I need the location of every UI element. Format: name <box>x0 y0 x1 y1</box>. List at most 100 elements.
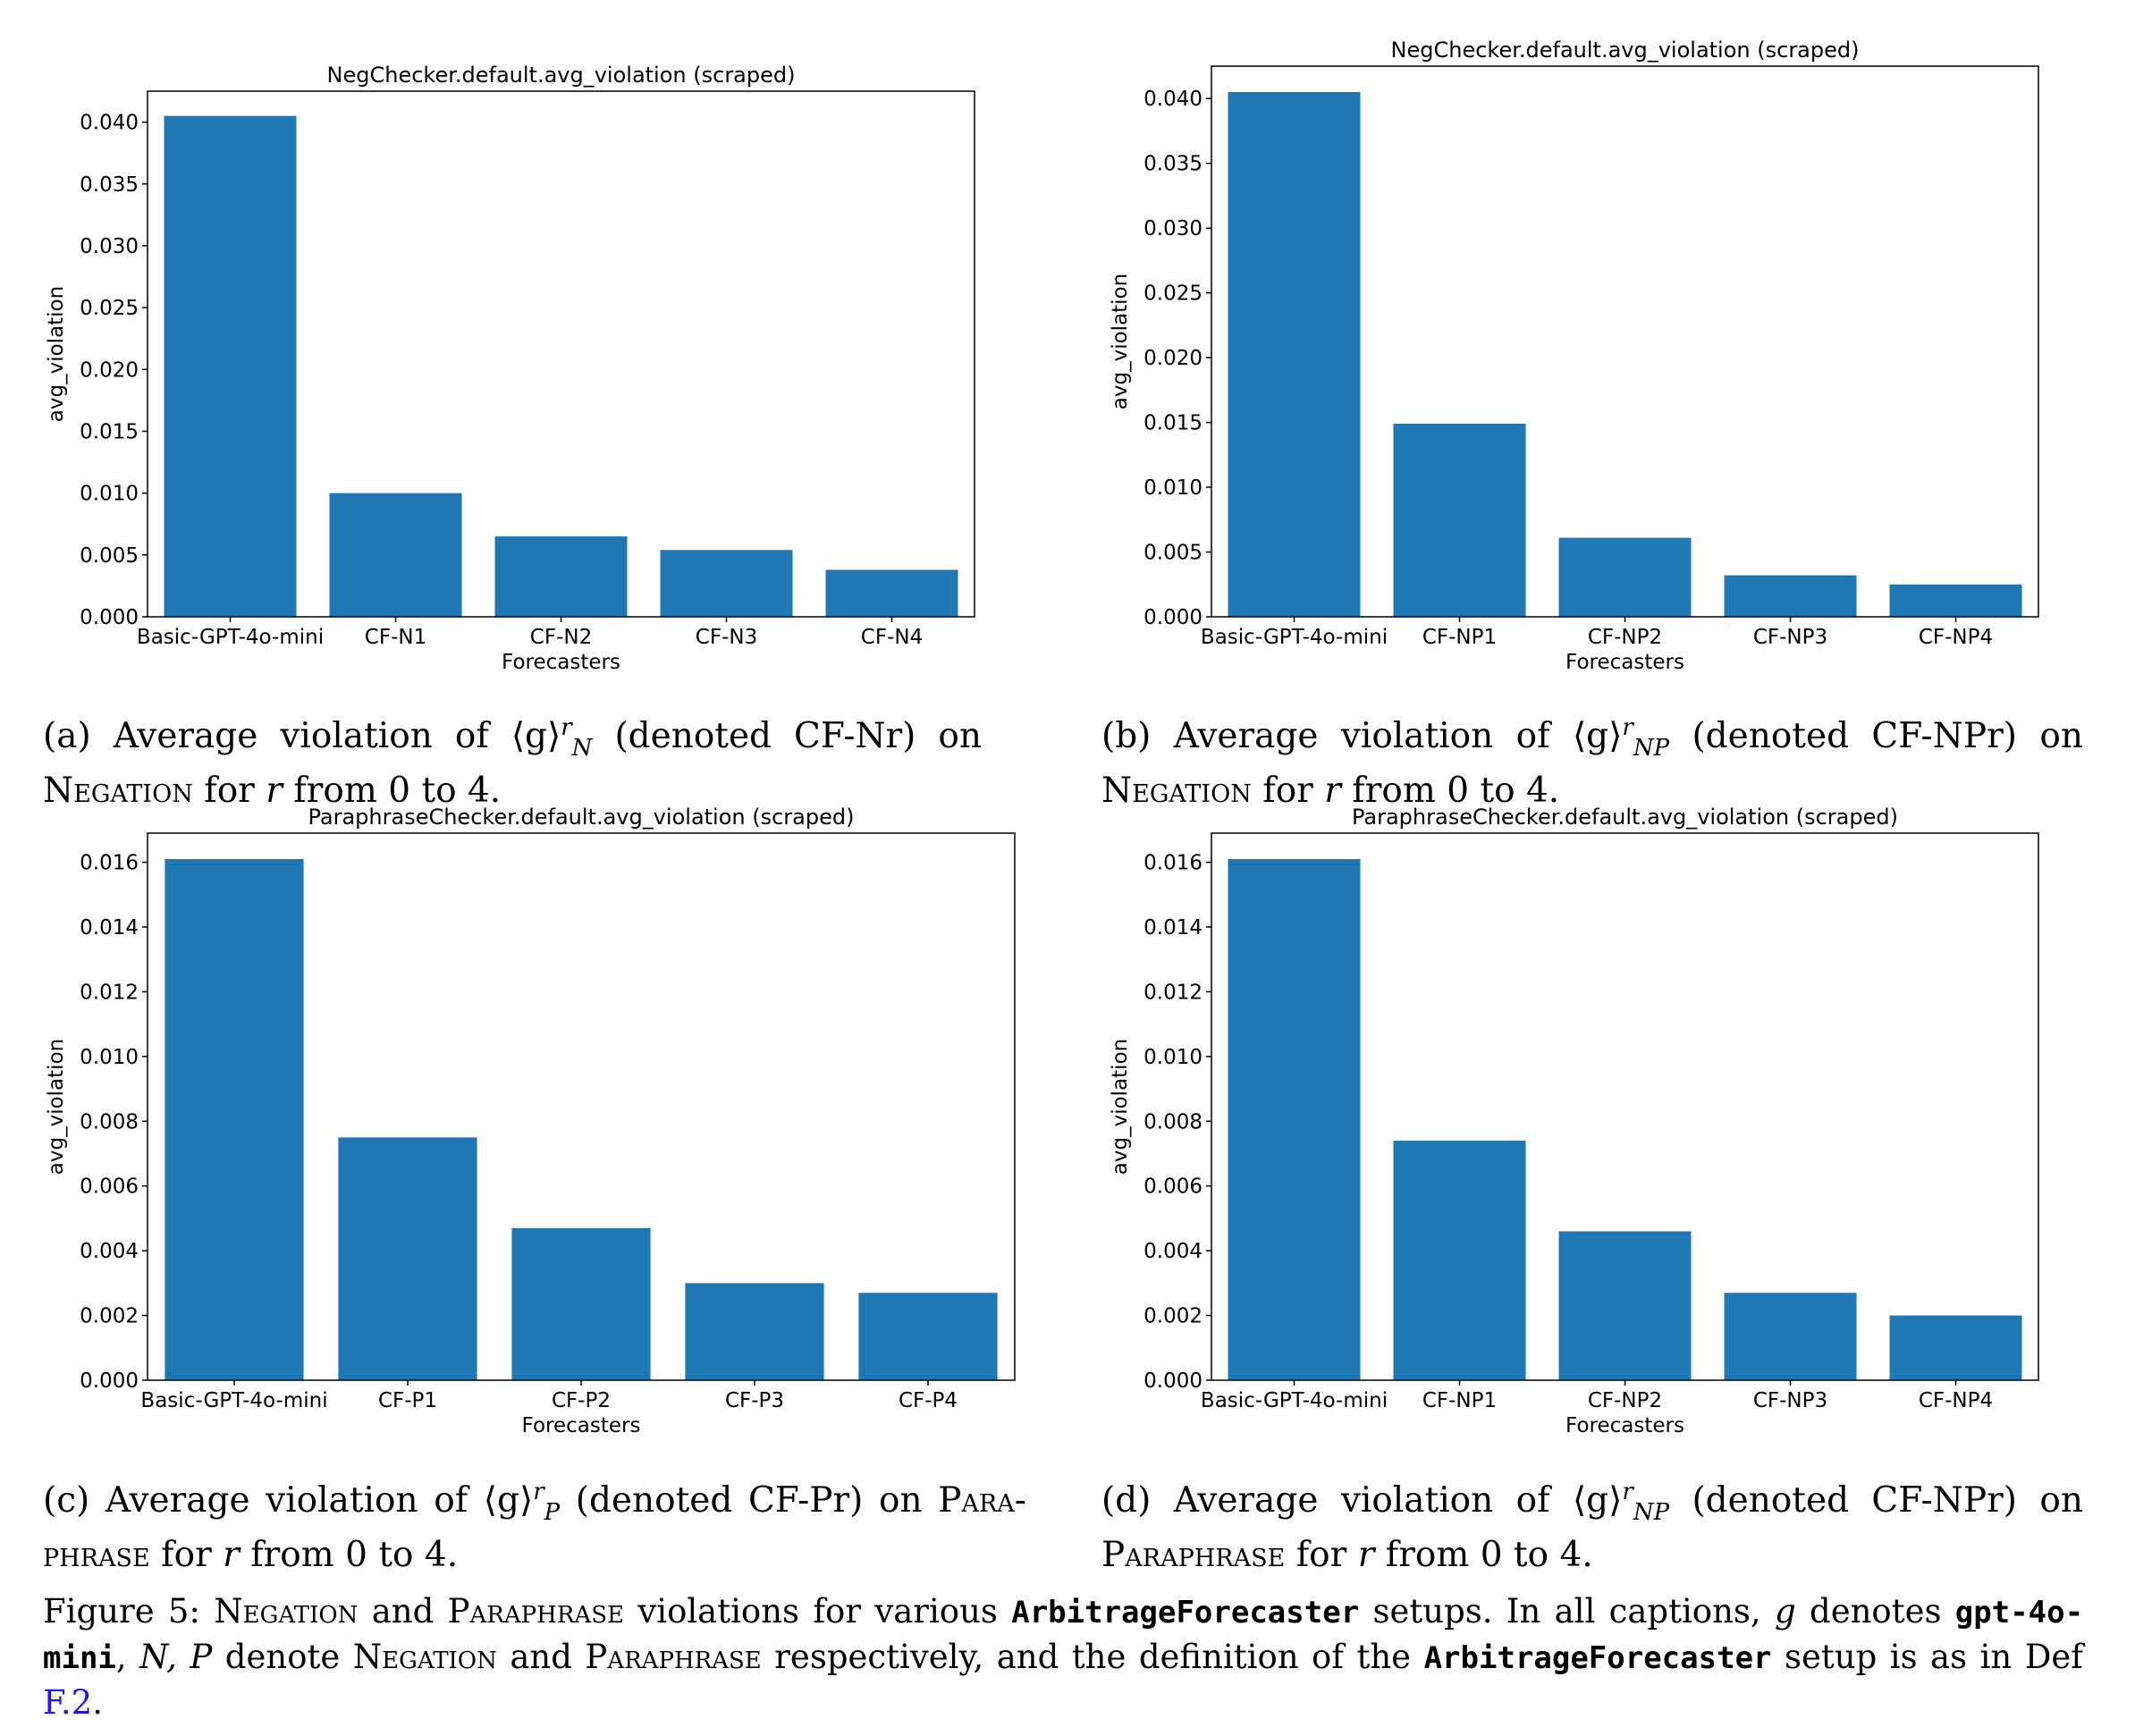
chart-b-svg: NegChecker.default.avg_violation (scrape… <box>1109 38 2039 674</box>
caption-a-sc: Negation <box>43 770 193 811</box>
bar-1 <box>165 858 304 1380</box>
chart-title: ParaphraseChecker.default.avg_violation … <box>1352 805 1898 830</box>
caption-a-pre: Average violation of <box>113 716 489 756</box>
bar-2 <box>1393 424 1526 617</box>
caption-a-sub: N <box>571 734 593 762</box>
fig-t6: respectively, and the definition of the <box>774 1638 1412 1676</box>
caption-b-label: (b) <box>1101 716 1152 756</box>
fig-t4: , <box>115 1638 127 1676</box>
chart-c: ParaphraseChecker.default.avg_violation … <box>0 805 1055 1448</box>
fig-sc-negation: Negation <box>214 1592 359 1631</box>
y-tick-label: 0.015 <box>1143 412 1203 435</box>
y-tick-label: 0.008 <box>1143 1110 1203 1133</box>
caption-c-post: (denoted CF-Pr) on <box>575 1480 923 1521</box>
plot-frame <box>1211 832 2039 1381</box>
x-tick-label: Basic-GPT-4o-mini <box>140 1389 327 1412</box>
bar-3 <box>511 1227 651 1380</box>
caption-a-math: ⟨g⟩rN <box>511 706 593 770</box>
bar-2 <box>1393 1141 1526 1380</box>
x-tick-label: CF-NP4 <box>1919 1389 1993 1412</box>
caption-d-sc: Paraphrase <box>1101 1534 1286 1575</box>
y-tick-label: 0.005 <box>80 544 139 568</box>
figure-label: Figure 5: <box>43 1592 200 1631</box>
y-tick-label: 0.000 <box>1143 1369 1203 1393</box>
plot-frame <box>1211 65 2039 618</box>
y-tick-label: 0.000 <box>80 1369 139 1393</box>
x-tick-label: CF-N3 <box>696 626 757 649</box>
x-tick-label: Basic-GPT-4o-mini <box>1201 1389 1388 1412</box>
chart-a: NegChecker.default.avg_violation (scrape… <box>0 54 1019 697</box>
bar-3 <box>494 536 628 617</box>
y-tick-label: 0.014 <box>1143 916 1203 940</box>
caption-b-pre: Average violation of <box>1173 716 1550 756</box>
bar-1 <box>1228 858 1361 1380</box>
x-tick-label: CF-N1 <box>365 626 426 649</box>
caption-b-post: (denoted CF-NPr) on <box>1692 716 2083 756</box>
x-tick-label: CF-NP1 <box>1422 626 1497 649</box>
bar-2 <box>338 1137 477 1380</box>
y-tick-label: 0.010 <box>80 1046 139 1069</box>
x-axis-label: Forecasters <box>1565 1414 1684 1437</box>
bar-4 <box>685 1283 824 1380</box>
y-tick-label: 0.025 <box>80 297 139 320</box>
caption-c: (c) Average violation of ⟨g⟩rP (denoted … <box>43 1471 1026 1577</box>
y-tick-label: 0.006 <box>80 1176 139 1199</box>
y-tick-label: 0.010 <box>1143 1046 1203 1069</box>
y-tick-label: 0.005 <box>1143 542 1203 565</box>
bar-4 <box>660 550 793 617</box>
caption-c-pre: Average violation of <box>105 1480 468 1521</box>
bar-5 <box>825 569 958 617</box>
y-tick-label: 0.010 <box>1143 476 1203 500</box>
x-tick-label: CF-NP1 <box>1422 1389 1497 1412</box>
chart-d-svg: ParaphraseChecker.default.avg_violation … <box>1109 805 2039 1437</box>
plot-frame <box>147 832 1016 1381</box>
caption-a-bracket: ⟨g⟩ <box>511 716 561 756</box>
x-axis-label: Forecasters <box>502 651 620 674</box>
caption-d-var: r <box>1357 1534 1375 1575</box>
y-tick-label: 0.015 <box>80 420 139 443</box>
caption-c-end: from 0 to 4. <box>250 1534 459 1575</box>
y-tick-label: 0.025 <box>1143 282 1203 306</box>
caption-d-post: (denoted CF-NPr) on <box>1692 1480 2083 1521</box>
y-axis-label: avg_violation <box>45 1039 68 1175</box>
y-tick-label: 0.008 <box>80 1110 139 1133</box>
x-tick-label: CF-P1 <box>378 1389 437 1412</box>
x-tick-label: CF-NP3 <box>1753 1389 1827 1412</box>
caption-d-bracket: ⟨g⟩ <box>1572 1480 1623 1521</box>
caption-a-sup: r <box>561 714 572 741</box>
caption-a-post: (denoted CF-Nr) on <box>614 716 982 756</box>
y-tick-label: 0.014 <box>80 916 139 940</box>
fig-sc-paraphrase: Paraphrase <box>447 1592 624 1631</box>
caption-b-end: from 0 to 4. <box>1352 770 1560 811</box>
caption-b-sc: Negation <box>1101 770 1252 811</box>
fig-and1: and <box>371 1592 435 1631</box>
x-axis-label: Forecasters <box>1565 651 1684 674</box>
fig-ref-link[interactable]: F.2 <box>43 1683 93 1722</box>
bar-3 <box>1558 1231 1692 1380</box>
y-tick-label: 0.012 <box>1143 981 1203 1004</box>
x-tick-label: Basic-GPT-4o-mini <box>137 626 324 649</box>
bar-1 <box>1228 91 1361 618</box>
caption-c-bracket: ⟨g⟩ <box>483 1480 534 1521</box>
fig-var-np: N, P <box>139 1638 213 1676</box>
chart-a-svg: NegChecker.default.avg_violation (scrape… <box>45 63 975 674</box>
fig-sc-paraphrase2: Paraphrase <box>585 1638 762 1676</box>
y-tick-label: 0.035 <box>1143 153 1203 176</box>
bar-2 <box>329 493 462 617</box>
caption-d-end: from 0 to 4. <box>1385 1534 1593 1575</box>
fig-code1: ArbitrageForecaster <box>1011 1595 1360 1631</box>
fig-code2: gpt-4o-mini <box>43 1595 2084 1676</box>
bar-3 <box>1558 537 1692 617</box>
caption-c-rest: for <box>161 1534 212 1575</box>
caption-c-var: r <box>223 1534 240 1575</box>
fig-and2: and <box>510 1638 572 1676</box>
caption-a-end: from 0 to 4. <box>293 770 502 811</box>
bar-5 <box>1889 584 2022 617</box>
x-tick-label: CF-NP2 <box>1588 1389 1662 1412</box>
x-tick-label: CF-N2 <box>530 626 592 649</box>
y-tick-label: 0.004 <box>80 1240 139 1263</box>
caption-c-math: ⟨g⟩rP <box>484 1471 560 1534</box>
caption-b: (b) Average violation of ⟨g⟩rNP (denoted… <box>1101 706 2083 813</box>
fig-t3: denotes <box>1810 1592 1942 1631</box>
x-tick-label: CF-NP2 <box>1588 626 1662 649</box>
